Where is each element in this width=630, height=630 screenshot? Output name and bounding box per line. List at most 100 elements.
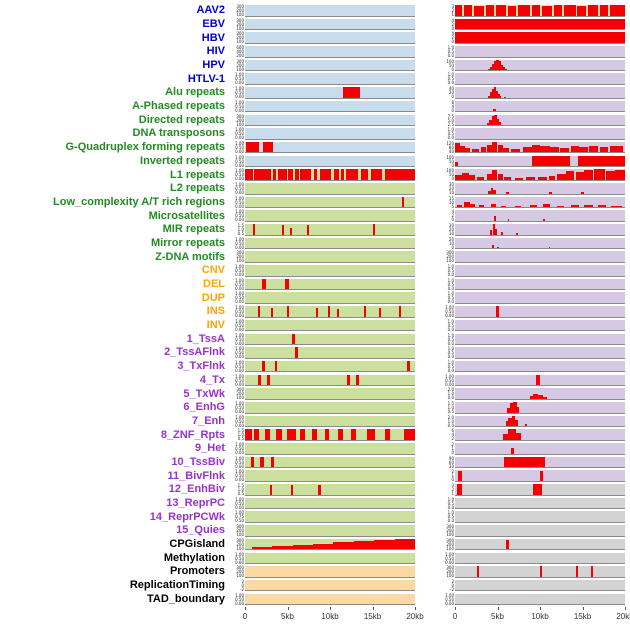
y-axis-tick-labels: 1.00 0.50 0.00 <box>229 155 245 168</box>
y-tick-label: 1.00 <box>235 455 244 461</box>
data-bar <box>455 162 459 167</box>
data-bar <box>245 429 252 440</box>
y-tick-label: 1 <box>451 491 454 497</box>
track-panel-window-2 <box>455 87 625 99</box>
axis-label-spacer <box>0 607 229 625</box>
y-tick-label: 100 <box>236 12 244 17</box>
y-axis-tick-labels: 30 20 10 <box>439 224 455 236</box>
y-axis-tick-labels: 600 400 200 <box>229 46 245 58</box>
column-gap <box>415 60 439 72</box>
y-tick-label: 200 <box>236 569 244 575</box>
data-bar <box>490 66 493 71</box>
track-panel-window-1 <box>245 579 415 592</box>
y-axis-tick-labels: 120 80 40 <box>439 141 455 154</box>
y-tick-label: 0 <box>451 217 454 223</box>
track-row-mir-repeats: MIR repeats 1.5 1.0 0.5 30 20 10 <box>0 224 630 236</box>
data-bar <box>275 429 283 440</box>
data-bar <box>589 145 598 153</box>
data-bar <box>533 393 539 399</box>
y-tick-label: 1.00 <box>235 209 244 215</box>
data-bar <box>361 169 369 180</box>
y-tick-label: 200 <box>446 254 454 260</box>
data-bar <box>351 429 356 440</box>
y-tick-label: 1.00 <box>235 72 244 78</box>
y-axis-tick-labels: 1.00 0.50 0.00 <box>229 237 245 250</box>
data-bar <box>316 308 319 317</box>
y-tick-label: 1.00 <box>235 496 244 502</box>
track-row-15-quies: 15_Quies 300 200 100 300 200 100 <box>0 525 630 537</box>
data-bar <box>531 5 540 16</box>
track-panel-window-2 <box>455 265 625 277</box>
data-bar <box>407 360 410 372</box>
y-tick-label: 300 <box>236 113 244 119</box>
y-axis-tick-labels: 1.0 0.5 0.0 <box>439 73 455 85</box>
y-tick-label: 300 <box>446 565 454 571</box>
data-bar <box>543 204 551 208</box>
y-tick-label: 300 <box>236 31 244 37</box>
track-label: INS <box>206 305 225 318</box>
column-gap <box>415 210 439 222</box>
y-tick-label: 0.00 <box>235 162 244 168</box>
y-tick-label: 1.5 <box>447 400 454 406</box>
column-gap <box>415 19 439 31</box>
data-bar <box>489 92 492 98</box>
track-panel-window-1 <box>245 32 415 44</box>
data-bar <box>494 61 497 71</box>
y-axis-tick-labels: 1.00 0.50 0.00 <box>229 278 245 291</box>
track-label: HBV <box>201 31 225 44</box>
track-label: INV <box>206 319 225 332</box>
track-label: Inverted repeats <box>140 154 225 167</box>
y-tick-label: 100 <box>446 258 454 264</box>
data-bar <box>507 408 510 413</box>
y-tick-label: 50 <box>448 172 454 178</box>
track-row-4-tx: 4_Tx 1.00 0.50 0.00 1.00 0.50 0.00 <box>0 374 630 387</box>
y-tick-label: 1.00 <box>235 86 244 92</box>
y-tick-label: 0 <box>451 582 454 588</box>
y-axis-tick-labels: 1.00 0.50 0.00 <box>229 333 245 346</box>
y-tick-label: 1.0 <box>237 432 244 438</box>
data-bar <box>515 419 518 427</box>
y-axis-tick-labels: 1.00 0.50 0.00 <box>229 141 245 154</box>
data-bar <box>461 172 469 180</box>
y-tick-label: 0.50 <box>235 76 244 82</box>
data-bar <box>366 429 376 440</box>
track-panel-window-2 <box>455 538 625 551</box>
column-gap <box>415 361 439 373</box>
track-panel-window-2 <box>455 5 625 17</box>
track-label: DEL <box>203 278 225 291</box>
data-bar <box>492 224 496 235</box>
track-label: Directed repeats <box>138 113 225 126</box>
y-tick-label: 30 <box>448 463 454 469</box>
y-tick-label: 0.50 <box>235 418 244 424</box>
y-tick-label: 0.5 <box>447 295 454 301</box>
track-panel-window-1 <box>245 593 415 606</box>
data-bar <box>492 64 495 71</box>
data-bar <box>493 108 497 112</box>
track-panel-window-2 <box>455 100 625 113</box>
data-bar <box>584 205 593 208</box>
data-bar <box>502 67 505 71</box>
data-bar <box>504 456 546 468</box>
track-row-12-enhbiv: 12_EnhBiv 1.5 1.0 0.5 3 2 1 <box>0 484 630 496</box>
data-bar <box>286 429 296 440</box>
column-gap <box>415 197 439 209</box>
track-panel-window-2 <box>455 552 625 565</box>
y-tick-label: 0 <box>451 66 454 72</box>
y-axis-tick-labels: 100 50 0 <box>439 155 455 168</box>
data-bar <box>548 175 556 180</box>
y-tick-label: 0.0 <box>447 518 454 524</box>
track-row-mirror-repeats: Mirror repeats 1.00 0.50 0.00 20 10 0 <box>0 237 630 250</box>
y-tick-label: 1.0 <box>447 496 454 502</box>
data-bar <box>487 173 493 180</box>
y-tick-label: 300 <box>236 17 244 23</box>
data-bar <box>273 169 277 180</box>
y-axis-tick-labels: 300 200 100 <box>229 32 245 44</box>
y-axis-tick-labels: 1.0 0.5 0.0 <box>439 347 455 359</box>
data-bar <box>531 156 570 167</box>
x-axis-tick-mark <box>415 607 416 611</box>
track-label: A-Phased repeats <box>132 100 225 113</box>
column-gap <box>415 183 439 195</box>
y-axis-tick-labels: 1.5 1.0 0.5 <box>439 400 455 414</box>
y-tick-label: 0.5 <box>447 268 454 274</box>
data-bar <box>250 456 255 468</box>
